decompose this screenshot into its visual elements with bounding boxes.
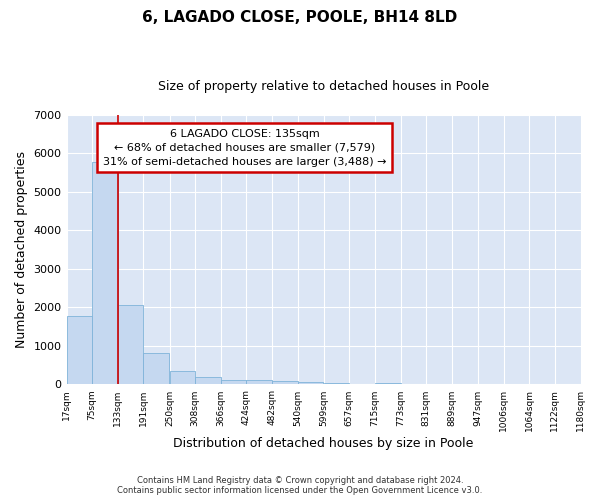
Y-axis label: Number of detached properties: Number of detached properties xyxy=(15,151,28,348)
Text: 6, LAGADO CLOSE, POOLE, BH14 8LD: 6, LAGADO CLOSE, POOLE, BH14 8LD xyxy=(142,10,458,25)
Bar xyxy=(67,316,92,384)
Bar xyxy=(92,162,118,384)
Bar xyxy=(298,382,323,384)
Bar xyxy=(195,377,221,384)
Bar xyxy=(375,382,401,384)
Text: 6 LAGADO CLOSE: 135sqm
← 68% of detached houses are smaller (7,579)
31% of semi-: 6 LAGADO CLOSE: 135sqm ← 68% of detached… xyxy=(103,129,386,167)
X-axis label: Distribution of detached houses by size in Poole: Distribution of detached houses by size … xyxy=(173,437,474,450)
Bar xyxy=(143,352,169,384)
Title: Size of property relative to detached houses in Poole: Size of property relative to detached ho… xyxy=(158,80,489,93)
Bar xyxy=(272,380,298,384)
Bar xyxy=(221,380,247,384)
Bar xyxy=(324,382,349,384)
Bar xyxy=(247,380,272,384)
Text: Contains HM Land Registry data © Crown copyright and database right 2024.
Contai: Contains HM Land Registry data © Crown c… xyxy=(118,476,482,495)
Bar xyxy=(170,370,195,384)
Bar xyxy=(118,305,143,384)
